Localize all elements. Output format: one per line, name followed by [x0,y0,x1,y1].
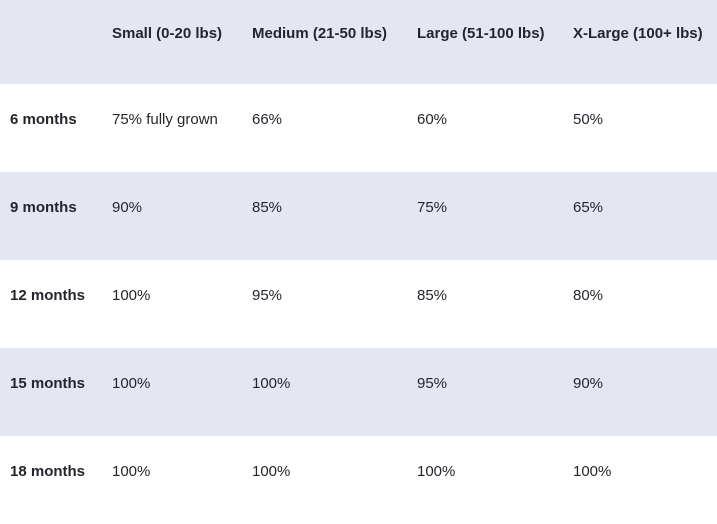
cell-6-medium: 66% [252,111,283,128]
table-row-9-months: 9 months 90% 85% 75% 65% [0,172,717,260]
cell-18-medium: 100% [252,463,291,480]
header-row: Small (0-20 lbs) Medium (21-50 lbs) Larg… [0,0,717,84]
cell-9-medium: 85% [252,199,283,216]
cell-15-xlarge: 90% [573,375,604,392]
cell-18-small: 100% [112,463,151,480]
cell-6-large: 60% [417,111,448,128]
row-label: 12 months [10,287,86,304]
column-header-large: Large (51-100 lbs) [417,25,545,42]
table-row-18-months: 18 months 100% 100% 100% 100% [0,436,717,524]
cell-18-large: 100% [417,463,456,480]
cell-9-small: 90% [112,199,143,216]
row-label: 6 months [10,111,77,128]
cell-12-small: 100% [112,287,151,304]
column-header-small: Small (0-20 lbs) [112,25,223,42]
row-label: 9 months [10,199,77,216]
cell-12-medium: 95% [252,287,283,304]
table-row-12-months: 12 months 100% 95% 85% 80% [0,260,717,348]
table-row-15-months: 15 months 100% 100% 95% 90% [0,348,717,436]
cell-15-large: 95% [417,375,448,392]
table-row-6-months: 6 months 75% fully grown 66% 60% 50% [0,84,717,172]
corner-cell [0,0,102,84]
row-label: 18 months [10,463,86,480]
table-body: 6 months 75% fully grown 66% 60% 50% 9 m… [0,84,717,524]
cell-6-xlarge: 50% [573,111,604,128]
cell-9-large: 75% [417,199,448,216]
row-label: 15 months [10,375,86,392]
cell-18-xlarge: 100% [573,463,612,480]
column-header-xlarge: X-Large (100+ lbs) [573,25,703,42]
cell-15-small: 100% [112,375,151,392]
column-header-medium: Medium (21-50 lbs) [252,25,388,42]
cell-12-large: 85% [417,287,448,304]
cell-12-xlarge: 80% [573,287,604,304]
cell-6-small: 75% fully grown [112,111,218,128]
cell-15-medium: 100% [252,375,291,392]
table-header: Small (0-20 lbs) Medium (21-50 lbs) Larg… [0,0,717,84]
cell-9-xlarge: 65% [573,199,604,216]
